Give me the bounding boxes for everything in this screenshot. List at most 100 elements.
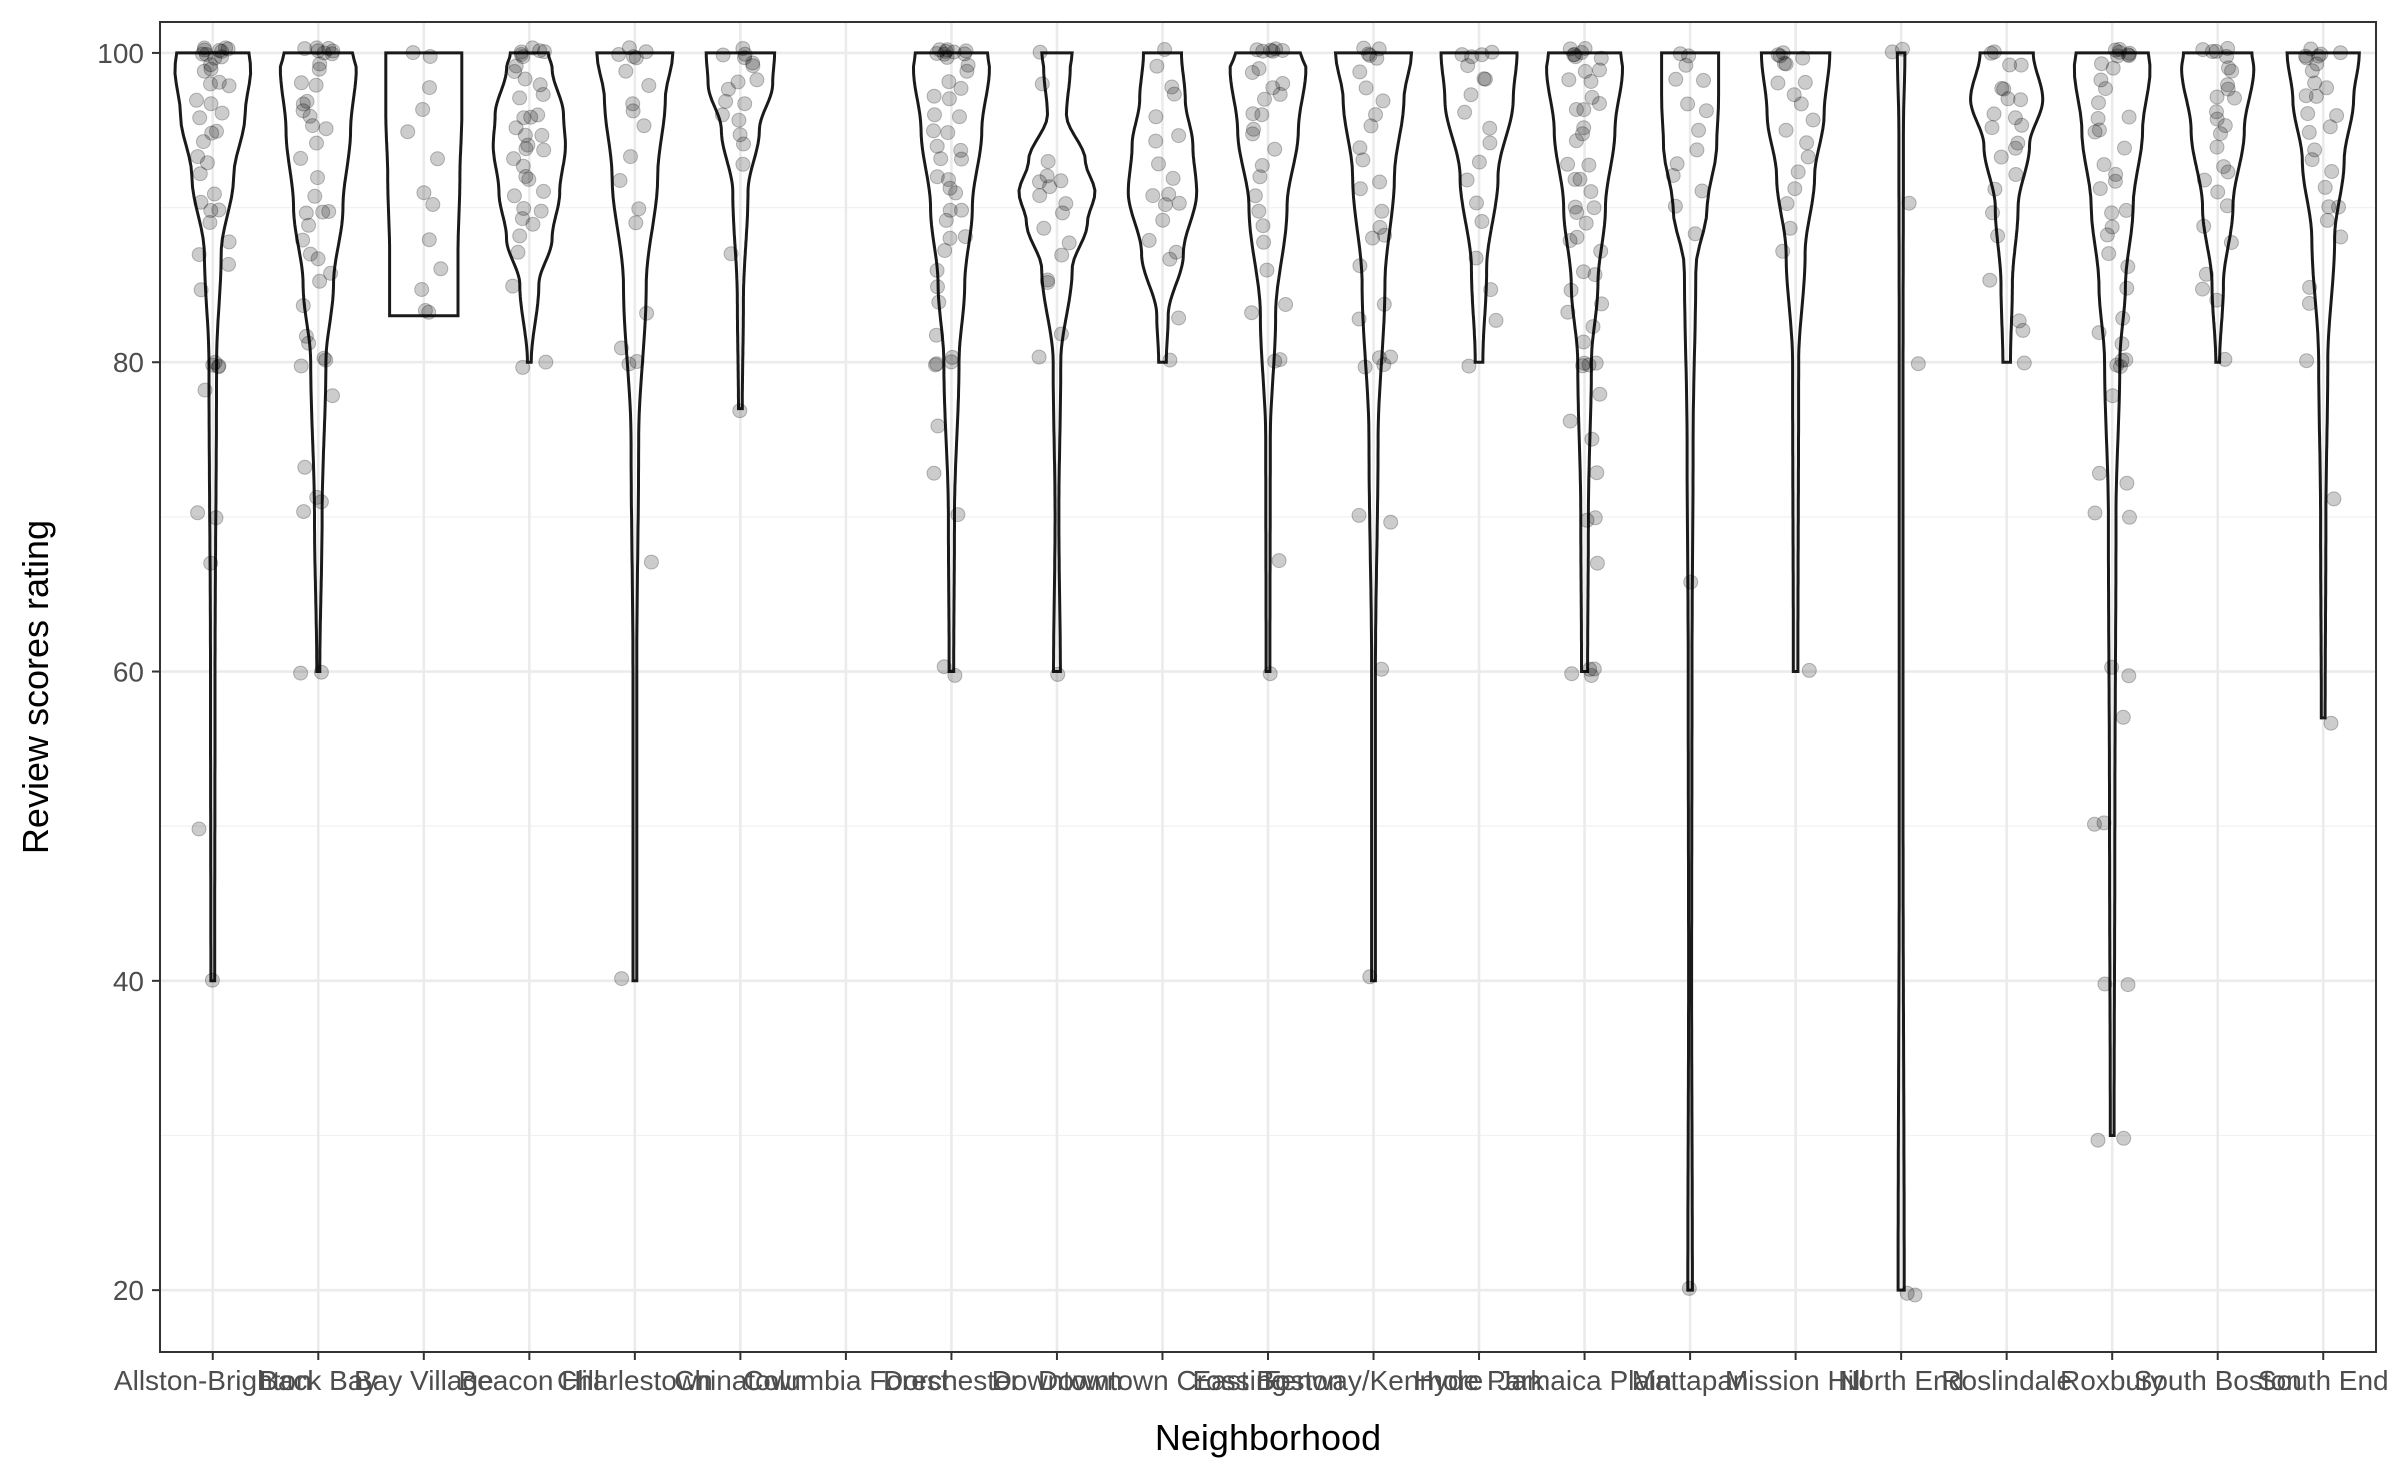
data-point [1371, 41, 1387, 57]
data-point [293, 665, 309, 681]
data-point [506, 151, 522, 167]
data-point [1271, 553, 1287, 569]
x-tick-label: Dorchester [883, 1365, 1020, 1396]
data-point [1907, 1287, 1923, 1303]
data-point [1362, 47, 1378, 63]
violin-allston-brighton [173, 51, 253, 983]
x-tick-label: Jamaica Plain [1497, 1365, 1671, 1396]
data-point [507, 64, 522, 79]
data-point [943, 354, 959, 370]
data-point [714, 107, 730, 123]
data-point [1581, 157, 1597, 173]
data-point [1454, 47, 1470, 63]
data-point [536, 183, 551, 199]
data-point [2091, 465, 2107, 481]
data-point [211, 202, 227, 218]
data-point [1251, 61, 1267, 77]
data-point [1351, 311, 1367, 327]
data-point [1042, 179, 1058, 195]
data-point [1372, 219, 1388, 235]
data-point [1040, 154, 1056, 169]
data-point [1589, 555, 1605, 571]
x-tick-label: Roxbury [2060, 1365, 2164, 1396]
data-point [514, 211, 530, 227]
data-point [2116, 1130, 2132, 1146]
data-point [631, 201, 647, 217]
x-tick-label: Downtown Crossing [1038, 1365, 1287, 1396]
data-point [206, 186, 222, 202]
data-point [929, 138, 945, 154]
data-point [2090, 111, 2106, 126]
data-point [933, 151, 949, 167]
data-point [2101, 246, 2117, 262]
data-point [2120, 259, 2136, 275]
data-point [639, 305, 655, 321]
data-point [1383, 514, 1399, 530]
data-point [2324, 164, 2340, 179]
data-point [1369, 50, 1385, 66]
data-point [535, 87, 551, 102]
data-point [1245, 126, 1261, 142]
data-point [618, 63, 634, 79]
data-point [1036, 220, 1052, 236]
data-point [2213, 126, 2228, 142]
data-point [508, 120, 524, 136]
data-point [203, 96, 219, 112]
data-point [2321, 199, 2337, 215]
data-point [506, 188, 522, 204]
data-point [1583, 668, 1599, 683]
data-point [2121, 109, 2137, 125]
data-point [2303, 41, 2319, 57]
data-point [1363, 118, 1379, 134]
data-point [929, 169, 945, 185]
data-point [628, 50, 644, 66]
data-point [2007, 110, 2023, 126]
data-point [295, 96, 311, 112]
data-point [1585, 319, 1601, 335]
data-point [2313, 46, 2329, 62]
data-point [1984, 120, 2000, 136]
data-point [191, 821, 207, 837]
data-point [2104, 205, 2120, 221]
data-point [1665, 168, 1681, 183]
data-point [643, 554, 659, 570]
data-point [1352, 181, 1368, 197]
data-point [1368, 107, 1383, 123]
data-point [510, 244, 526, 260]
violin-hyde-park [1439, 51, 1519, 364]
data-point [2087, 505, 2103, 521]
data-point [2333, 229, 2349, 245]
data-point [625, 103, 641, 119]
data-point [1482, 120, 1498, 136]
data-point [946, 44, 962, 60]
data-point [1483, 282, 1499, 298]
data-point [737, 96, 753, 112]
data-point [1576, 334, 1591, 350]
data-point [2008, 140, 2023, 156]
data-point [1576, 355, 1592, 371]
data-point [1575, 126, 1590, 142]
data-point [941, 74, 957, 90]
data-point [1986, 106, 2002, 122]
data-point [1244, 65, 1260, 80]
data-point [312, 273, 328, 289]
data-point [1460, 58, 1476, 74]
data-point [2121, 48, 2137, 64]
data-point [190, 149, 206, 165]
data-point [310, 251, 326, 267]
data-point [2115, 709, 2131, 725]
data-point [1564, 666, 1580, 682]
data-point [2087, 816, 2102, 832]
data-point [2119, 280, 2135, 296]
x-tick-label: Downtown [992, 1365, 1123, 1396]
data-point [1254, 107, 1270, 123]
data-point [1568, 133, 1584, 149]
data-point [1582, 661, 1598, 677]
data-point [954, 202, 969, 218]
data-point [2117, 140, 2132, 156]
data-point [2099, 227, 2115, 243]
data-point [736, 136, 751, 152]
data-point [1586, 200, 1602, 216]
data-point [512, 228, 528, 244]
data-point [1468, 250, 1484, 266]
